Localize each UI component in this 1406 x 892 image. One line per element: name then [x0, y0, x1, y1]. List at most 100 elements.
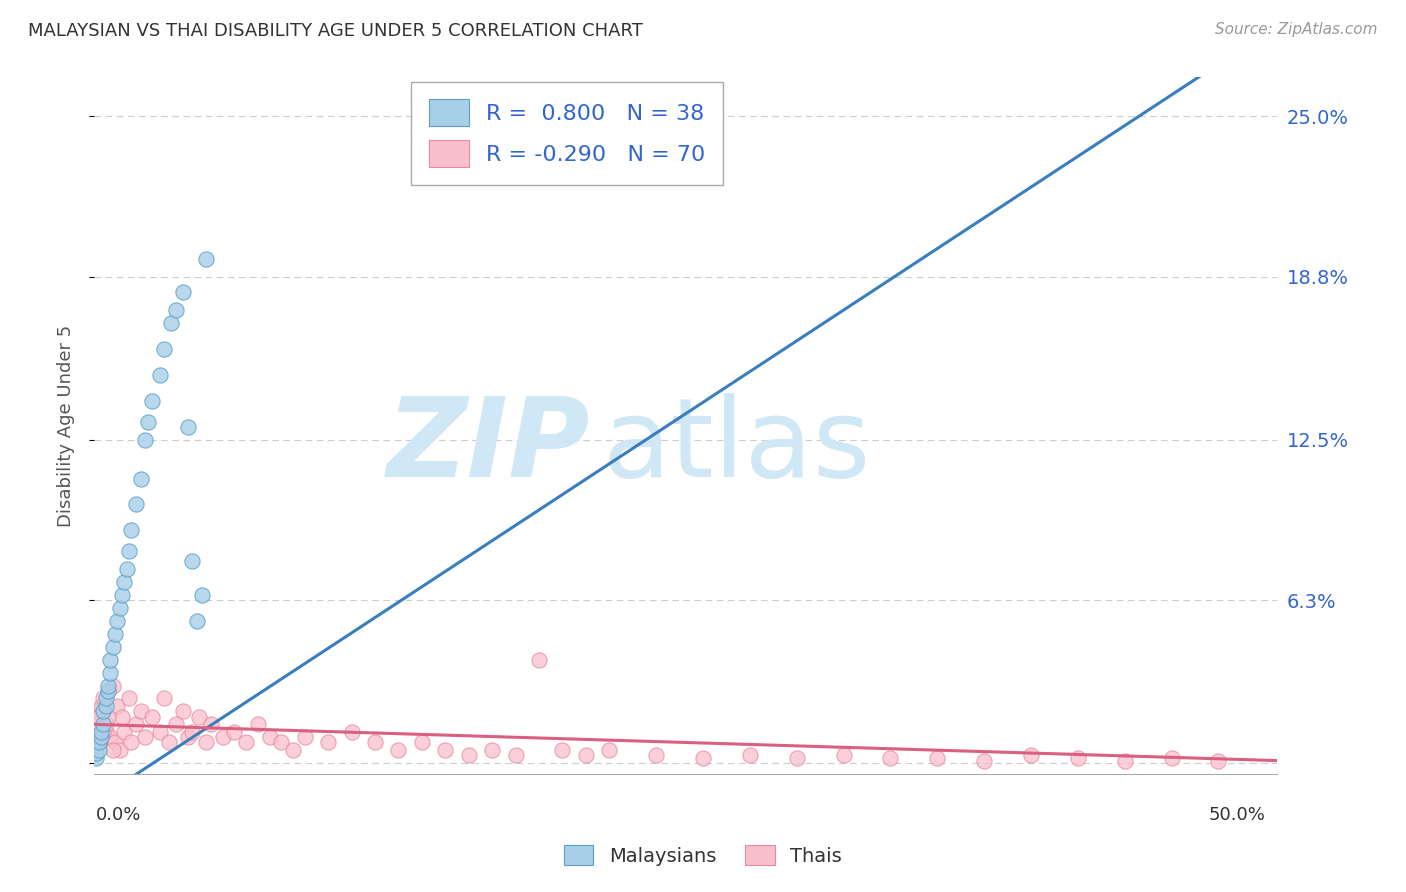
Legend: Malaysians, Thais: Malaysians, Thais [557, 838, 849, 873]
Point [172, 705, 194, 719]
Point [195, 252, 218, 266]
Y-axis label: Disability Age Under 5: Disability Age Under 5 [58, 325, 75, 526]
Point [786, 751, 808, 765]
Point [973, 754, 995, 768]
Point [186, 614, 208, 628]
Point [141, 393, 163, 408]
Point [575, 748, 598, 763]
Legend: R =  0.800   N = 38, R = -0.290   N = 70: R = 0.800 N = 38, R = -0.290 N = 70 [411, 81, 724, 185]
Point [108, 601, 131, 615]
Point [927, 751, 949, 765]
Point [87, 735, 110, 749]
Point [316, 735, 339, 749]
Point [1067, 751, 1090, 765]
Point [172, 285, 194, 300]
Text: Source: ZipAtlas.com: Source: ZipAtlas.com [1215, 22, 1378, 37]
Point [246, 717, 269, 731]
Point [832, 748, 855, 763]
Point [692, 751, 714, 765]
Point [129, 705, 152, 719]
Point [97, 683, 120, 698]
Point [134, 731, 156, 745]
Point [598, 743, 620, 757]
Point [211, 731, 233, 745]
Point [457, 748, 479, 763]
Point [224, 725, 246, 739]
Point [551, 743, 574, 757]
Point [294, 731, 316, 745]
Point [125, 497, 148, 511]
Point [1019, 748, 1042, 763]
Point [98, 653, 121, 667]
Point [134, 433, 156, 447]
Text: atlas: atlas [603, 392, 872, 500]
Point [91, 705, 114, 719]
Text: 0.0%: 0.0% [96, 806, 142, 824]
Point [188, 709, 211, 723]
Point [364, 735, 387, 749]
Point [91, 725, 114, 739]
Point [94, 717, 117, 731]
Point [94, 699, 117, 714]
Point [340, 725, 363, 739]
Point [108, 743, 131, 757]
Point [157, 735, 180, 749]
Point [259, 731, 281, 745]
Point [115, 562, 138, 576]
Text: ZIP: ZIP [387, 392, 591, 500]
Point [125, 717, 148, 731]
Point [91, 691, 114, 706]
Point [84, 705, 107, 719]
Point [84, 751, 107, 765]
Point [181, 554, 204, 568]
Point [136, 415, 159, 429]
Point [87, 709, 110, 723]
Point [200, 717, 222, 731]
Point [153, 342, 176, 356]
Point [195, 735, 218, 749]
Point [281, 743, 304, 757]
Point [411, 735, 433, 749]
Point [84, 746, 107, 760]
Text: 50.0%: 50.0% [1208, 806, 1265, 824]
Point [181, 725, 204, 739]
Point [129, 471, 152, 485]
Point [98, 731, 121, 745]
Point [90, 725, 112, 739]
Point [270, 735, 292, 749]
Point [645, 748, 668, 763]
Point [94, 725, 117, 739]
Point [94, 691, 117, 706]
Point [165, 717, 187, 731]
Point [434, 743, 457, 757]
Point [91, 717, 114, 731]
Point [105, 699, 128, 714]
Point [879, 751, 901, 765]
Point [101, 640, 124, 654]
Point [104, 627, 127, 641]
Point [120, 735, 142, 749]
Point [1160, 751, 1182, 765]
Point [105, 614, 128, 628]
Point [120, 523, 142, 537]
Point [97, 683, 120, 698]
Point [141, 709, 163, 723]
Point [97, 709, 120, 723]
Point [118, 544, 141, 558]
Point [97, 679, 120, 693]
Point [165, 303, 187, 318]
Point [111, 588, 134, 602]
Point [738, 748, 761, 763]
Point [160, 316, 183, 330]
Point [505, 748, 527, 763]
Text: MALAYSIAN VS THAI DISABILITY AGE UNDER 5 CORRELATION CHART: MALAYSIAN VS THAI DISABILITY AGE UNDER 5… [28, 22, 643, 40]
Point [1208, 754, 1230, 768]
Point [190, 588, 212, 602]
Point [235, 735, 257, 749]
Point [98, 665, 121, 680]
Point [84, 717, 107, 731]
Point [90, 699, 112, 714]
Point [1114, 754, 1136, 768]
Point [176, 419, 198, 434]
Point [527, 653, 550, 667]
